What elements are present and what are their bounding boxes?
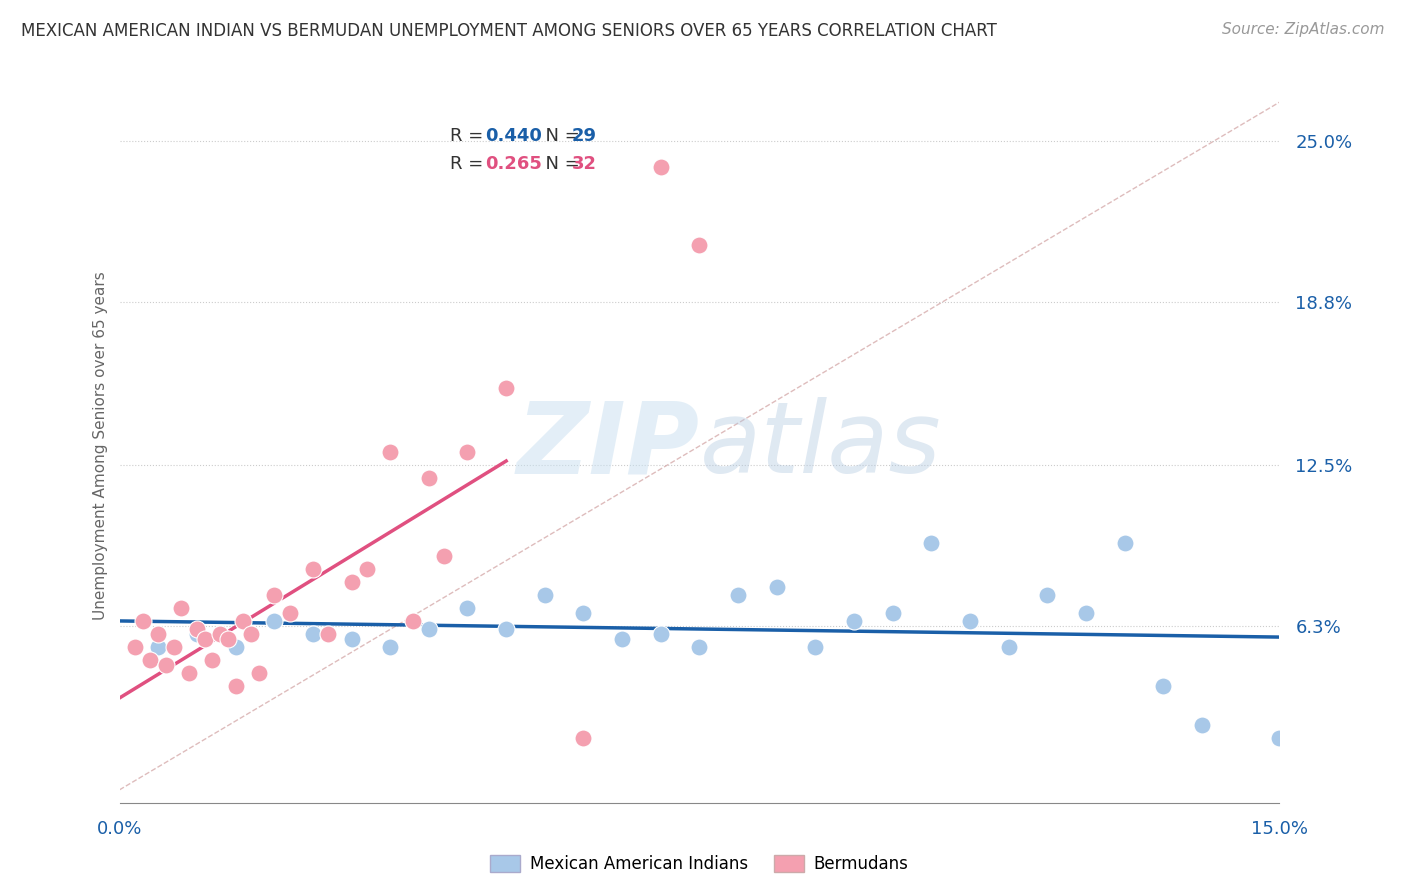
Point xyxy=(572,731,595,745)
Point xyxy=(1036,588,1059,602)
Text: atlas: atlas xyxy=(700,398,941,494)
Point xyxy=(217,632,239,647)
Point xyxy=(155,658,177,673)
Point xyxy=(572,607,595,621)
Point xyxy=(209,627,232,641)
Point xyxy=(340,632,363,647)
Point xyxy=(232,614,254,628)
Text: N =: N = xyxy=(534,127,585,145)
Text: R =: R = xyxy=(450,127,489,145)
Point xyxy=(124,640,146,654)
Point xyxy=(278,607,301,621)
Text: 29: 29 xyxy=(572,127,598,145)
Point xyxy=(998,640,1021,654)
Point xyxy=(921,536,943,550)
Point xyxy=(356,562,378,576)
Point xyxy=(766,581,789,595)
Point xyxy=(225,679,247,693)
Point xyxy=(340,575,363,590)
Text: Source: ZipAtlas.com: Source: ZipAtlas.com xyxy=(1222,22,1385,37)
Point xyxy=(263,588,285,602)
Point xyxy=(247,666,270,681)
Point xyxy=(689,238,711,252)
Point xyxy=(179,666,201,681)
Point xyxy=(882,607,904,621)
Point xyxy=(263,614,285,628)
Point xyxy=(302,562,325,576)
Point xyxy=(1153,679,1175,693)
Legend: Mexican American Indians, Bermudans: Mexican American Indians, Bermudans xyxy=(484,848,915,880)
Point xyxy=(959,614,981,628)
Point xyxy=(186,627,208,641)
Point xyxy=(433,549,456,564)
Point xyxy=(844,614,866,628)
Point xyxy=(380,445,402,459)
Point xyxy=(689,640,711,654)
Text: ZIP: ZIP xyxy=(516,398,700,494)
Point xyxy=(318,627,340,641)
Point xyxy=(163,640,186,654)
Point xyxy=(612,632,634,647)
Point xyxy=(456,601,478,615)
Point xyxy=(194,632,217,647)
Point xyxy=(495,622,517,636)
Text: R =: R = xyxy=(450,155,489,173)
Point xyxy=(418,622,440,636)
Point xyxy=(1076,607,1098,621)
Point xyxy=(418,471,440,485)
Text: 15.0%: 15.0% xyxy=(1251,820,1308,838)
Point xyxy=(170,601,193,615)
Point xyxy=(650,627,672,641)
Point xyxy=(650,160,672,174)
Text: MEXICAN AMERICAN INDIAN VS BERMUDAN UNEMPLOYMENT AMONG SENIORS OVER 65 YEARS COR: MEXICAN AMERICAN INDIAN VS BERMUDAN UNEM… xyxy=(21,22,997,40)
Point xyxy=(225,640,247,654)
Text: N =: N = xyxy=(534,155,585,173)
Point xyxy=(239,627,263,641)
Point xyxy=(727,588,749,602)
Point xyxy=(139,653,162,667)
Point xyxy=(132,614,155,628)
Point xyxy=(1191,718,1213,732)
Point xyxy=(148,627,170,641)
Point xyxy=(1114,536,1136,550)
Point xyxy=(804,640,827,654)
Point xyxy=(402,614,425,628)
Text: 32: 32 xyxy=(572,155,598,173)
Point xyxy=(495,381,517,395)
Text: 0.265: 0.265 xyxy=(485,155,541,173)
Point xyxy=(302,627,325,641)
Point xyxy=(148,640,170,654)
Point xyxy=(186,622,208,636)
Point xyxy=(380,640,402,654)
Point xyxy=(1268,731,1291,745)
Text: 0.0%: 0.0% xyxy=(97,820,142,838)
Text: 0.440: 0.440 xyxy=(485,127,541,145)
Point xyxy=(456,445,478,459)
Point xyxy=(534,588,557,602)
Point xyxy=(201,653,224,667)
Y-axis label: Unemployment Among Seniors over 65 years: Unemployment Among Seniors over 65 years xyxy=(93,272,108,620)
